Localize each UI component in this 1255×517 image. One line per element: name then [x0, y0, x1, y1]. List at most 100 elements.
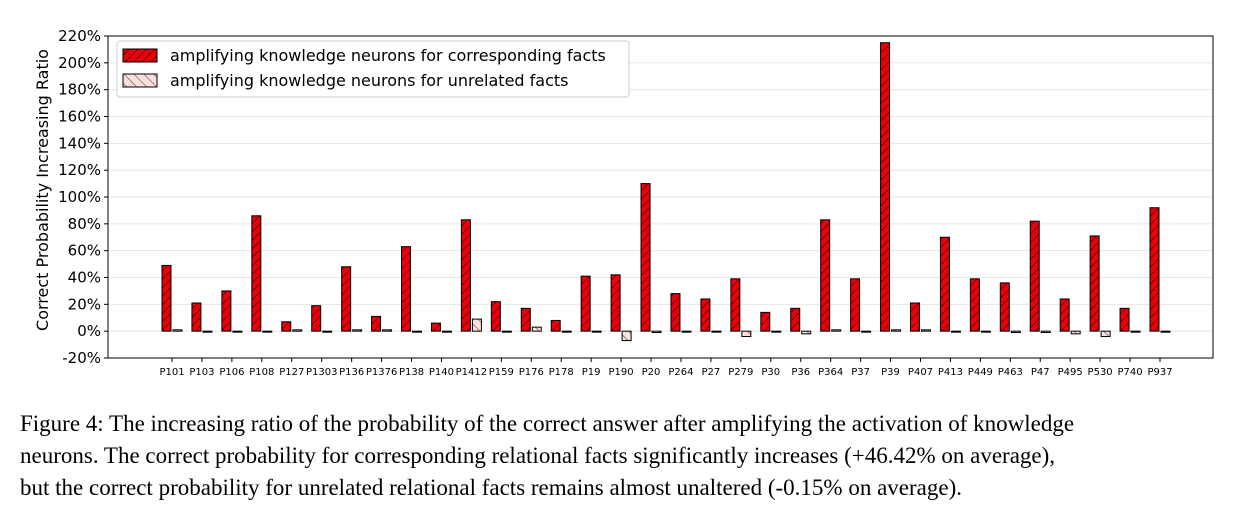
bar-hatch-corresponding-P413 [940, 237, 950, 332]
bar-hatch-corresponding-P1303 [311, 305, 321, 332]
x-tick-label: P39 [881, 367, 900, 378]
x-tick-label: P364 [818, 367, 843, 378]
chart-svg: -20% 0% 20% 40% 60% 80% 100% 120% 140% 160% 180% 20… [33, 27, 1214, 378]
x-tick-label: P279 [728, 367, 753, 378]
bar-hatch-unrelated-P101 [173, 329, 182, 332]
x-tick-label: P449 [968, 367, 993, 378]
x-tick-label: P36 [791, 367, 810, 378]
y-tick-label: 120% [58, 161, 101, 179]
x-axis-ticks: P101 P103 P106 P108 P127 P1303 P136 P1376 P138 P1… [159, 358, 1173, 378]
bar-hatch-corresponding-P103 [191, 302, 201, 332]
x-tick-label: P27 [702, 367, 721, 378]
x-tick-label: P1303 [306, 367, 337, 378]
bar-hatch-unrelated-P1376 [382, 329, 392, 332]
y-tick-label: 0% [77, 322, 101, 340]
x-tick-label: P103 [189, 367, 214, 378]
bars [161, 42, 1171, 342]
bar-hatch-corresponding-P407 [910, 302, 920, 332]
bar-hatch-corresponding-P138 [401, 246, 411, 332]
bar-hatch-corresponding-P264 [670, 293, 680, 332]
y-tick-label: 200% [58, 54, 101, 72]
bar-hatch-corresponding-P127 [281, 321, 291, 332]
x-tick-label: P140 [429, 367, 454, 378]
bar-hatch-unrelated-P190 [622, 331, 632, 341]
legend-box [116, 40, 630, 98]
bar-chart: -20% 0% 20% 40% 60% 80% 100% 120% 140% 160% 180% 20… [33, 27, 1214, 378]
bar-hatch-unrelated-P264 [681, 331, 691, 333]
bar-hatch-corresponding-P30 [760, 312, 770, 332]
x-tick-label: P37 [851, 367, 870, 378]
bar-hatch-corresponding-P279 [730, 278, 740, 332]
y-axis-ticks: -20% 0% 20% 40% 60% 80% 100% 120% 140% 160% 180% 20… [58, 27, 108, 367]
x-tick-label: P19 [582, 367, 601, 378]
x-tick-label: P159 [489, 367, 514, 378]
bar-hatch-corresponding-P27 [700, 298, 710, 332]
x-tick-label: P138 [399, 367, 424, 378]
bar-hatch-unrelated-P127 [292, 329, 302, 332]
bar-hatch-corresponding-P176 [521, 308, 531, 332]
bar-hatch-corresponding-P1412 [461, 219, 471, 332]
bar-hatch-unrelated-P159 [502, 331, 512, 333]
bar-hatch-unrelated-P20 [652, 331, 662, 333]
x-tick-label: P413 [938, 367, 963, 378]
bar-hatch-corresponding-P190 [611, 274, 621, 332]
bar-hatch-unrelated-P106 [232, 331, 242, 333]
bar-hatch-unrelated-P103 [202, 331, 212, 333]
y-tick-label: -20% [62, 349, 101, 367]
x-tick-label: P20 [642, 367, 661, 378]
x-tick-label: P108 [249, 367, 274, 378]
x-tick-label: P264 [668, 367, 693, 378]
legend-swatch-unrelated-hatch [123, 74, 157, 87]
y-axis-label: Correct Probability Increasing Ratio [33, 49, 52, 331]
figure-caption: Figure 4: The increasing ratio of the pr… [20, 411, 1075, 500]
bar-hatch-unrelated-P413 [951, 331, 961, 333]
bar-hatch-corresponding-P106 [221, 290, 231, 332]
bar-hatch-corresponding-P39 [880, 42, 890, 332]
bar-hatch-corresponding-P20 [641, 183, 651, 332]
x-tick-label: P190 [609, 367, 634, 378]
bar-hatch-corresponding-P1376 [371, 316, 381, 332]
bar-hatch-unrelated-P937 [1161, 331, 1170, 333]
bar-hatch-unrelated-P740 [1131, 331, 1141, 333]
bar-hatch-corresponding-P140 [431, 323, 441, 332]
bar-hatch-unrelated-P279 [741, 331, 751, 337]
bar-hatch-unrelated-P364 [831, 329, 841, 332]
bar-hatch-unrelated-P136 [352, 329, 362, 332]
y-tick-label: 20% [68, 295, 101, 313]
bar-hatch-unrelated-P178 [562, 331, 572, 333]
bar-hatch-unrelated-P176 [532, 327, 542, 332]
bar-hatch-unrelated-P463 [1011, 331, 1021, 333]
bar-hatch-unrelated-P449 [981, 331, 991, 333]
x-tick-label: P530 [1088, 367, 1113, 378]
bar-hatch-unrelated-P1412 [472, 319, 482, 332]
bar-hatch-corresponding-P37 [850, 278, 860, 332]
bar-hatch-corresponding-P463 [1000, 282, 1010, 332]
bar-hatch-unrelated-P1303 [322, 331, 332, 333]
bar-hatch-unrelated-P407 [921, 329, 931, 332]
x-tick-label: P407 [908, 367, 933, 378]
x-tick-label: P127 [279, 367, 304, 378]
bar-hatch-unrelated-P108 [262, 331, 272, 333]
bar-hatch-corresponding-P495 [1060, 298, 1070, 332]
bar-hatch-corresponding-P136 [341, 266, 351, 332]
y-tick-label: 160% [58, 108, 101, 126]
x-tick-label: P106 [219, 367, 244, 378]
bar-hatch-unrelated-P138 [412, 331, 422, 333]
y-tick-label: 220% [58, 27, 101, 45]
bar-hatch-unrelated-P27 [711, 331, 721, 333]
bar-hatch-unrelated-P37 [861, 331, 871, 333]
bar-hatch-corresponding-P19 [581, 276, 591, 332]
bar-hatch-corresponding-P740 [1120, 308, 1130, 332]
legend-label-unrelated: amplifying knowledge neurons for unrelat… [170, 71, 569, 90]
y-tick-label: 40% [68, 269, 101, 287]
x-tick-label: P176 [519, 367, 544, 378]
x-tick-label: P937 [1147, 367, 1172, 378]
legend: amplifying knowledge neurons for corresp… [116, 40, 630, 98]
bar-hatch-unrelated-P47 [1041, 331, 1051, 333]
bar-hatch-unrelated-P39 [891, 329, 901, 332]
legend-label-corresponding: amplifying knowledge neurons for corresp… [170, 46, 606, 65]
bar-hatch-corresponding-P101 [162, 265, 171, 332]
x-tick-label: P1376 [366, 367, 397, 378]
bar-hatch-corresponding-P159 [491, 301, 501, 332]
x-tick-label: P463 [998, 367, 1023, 378]
